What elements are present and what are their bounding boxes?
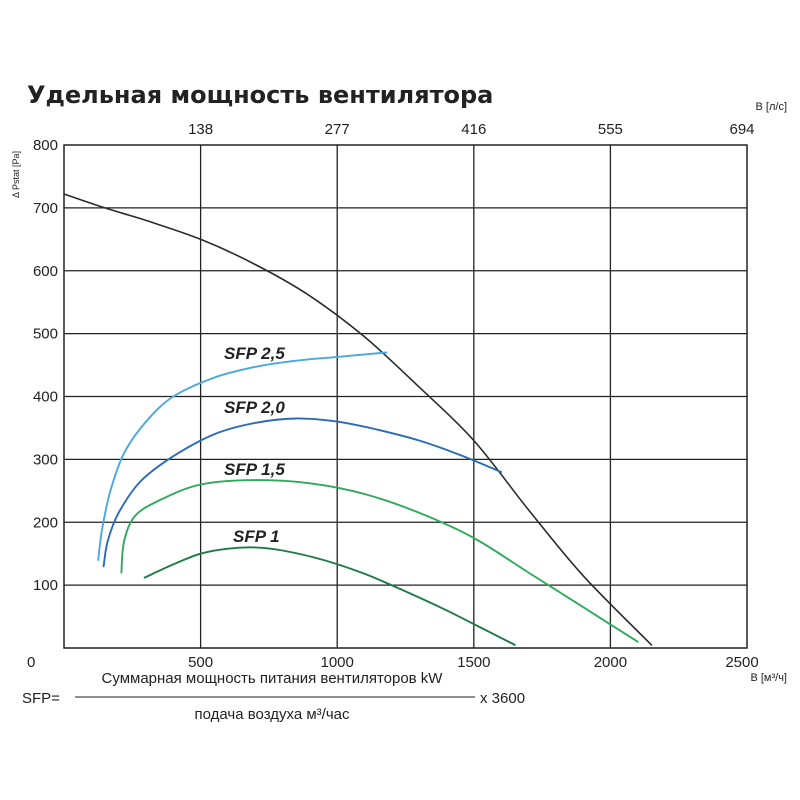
x2-tick-label: 416 [461, 121, 486, 138]
series-line-sfp-1-5 [120, 479, 639, 643]
x-tick-label: 2000 [594, 654, 627, 671]
series-line-fan-characteristic [63, 193, 653, 646]
series-layer [63, 193, 653, 646]
series-line-sfp-1 [143, 546, 516, 646]
series-line-sfp-2-5 [97, 351, 388, 561]
x2-tick-label: 138 [188, 121, 213, 138]
y-tick-label: 500 [33, 326, 58, 343]
chart-title: Удельная мощность вентилятора [27, 81, 493, 109]
series-label-sfp-2-5: SFP 2,5 [224, 344, 285, 363]
formula-numerator: Суммарная мощность питания вентиляторов … [102, 670, 444, 687]
grid-lines [64, 145, 747, 648]
formula-multiplier: x 3600 [480, 690, 525, 707]
y-tick-label: 300 [33, 451, 58, 468]
y-tick-label: 600 [33, 263, 58, 280]
y-tick-label: 400 [33, 389, 58, 406]
x-tick-label: 500 [188, 654, 213, 671]
x-tick-label: 0 [27, 654, 35, 671]
x2-tick-label: 277 [325, 121, 350, 138]
sfp-formula: SFP= Суммарная мощность питания вентилят… [22, 670, 525, 723]
x-tick-label: 1000 [321, 654, 354, 671]
series-label-sfp-1: SFP 1 [233, 527, 280, 546]
formula-denominator: подача воздуха м³/час [195, 706, 350, 723]
x2-tick-label: 694 [729, 121, 754, 138]
y-tick-label: 700 [33, 200, 58, 217]
y-tick-label: 800 [33, 137, 58, 154]
x2-axis-label: В [л/с] [756, 101, 787, 113]
y-tick-label: 100 [33, 577, 58, 594]
y-axis-label: Δ Pstat [Pa] [11, 151, 21, 198]
x-tick-label: 1500 [457, 654, 490, 671]
series-label-sfp-1-5: SFP 1,5 [224, 460, 285, 479]
x-axis-label: В [м³/ч] [750, 672, 787, 684]
series-line-sfp-2-0 [102, 417, 503, 568]
x-tick-label: 2500 [725, 654, 758, 671]
series-label-sfp-2-0: SFP 2,0 [224, 398, 285, 417]
formula-lhs: SFP= [22, 690, 60, 707]
x2-tick-label: 555 [598, 121, 623, 138]
y-tick-label: 200 [33, 514, 58, 531]
tick-labels: 0 500 1000 1500 2000 2500 138 277 416 555 694 100 20… [27, 121, 759, 671]
